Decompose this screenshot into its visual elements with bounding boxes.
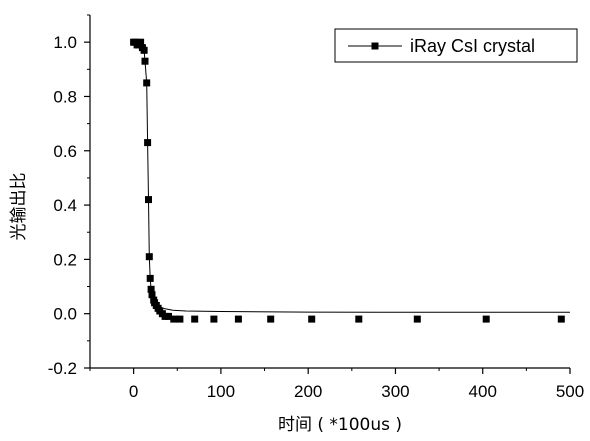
data-point <box>191 315 199 323</box>
x-tick-label: 0 <box>129 382 138 401</box>
data-point <box>147 285 155 293</box>
y-tick-label: 0.0 <box>53 305 77 324</box>
data-point <box>144 139 152 147</box>
x-tick-label: 200 <box>294 382 322 401</box>
data-point <box>145 253 153 261</box>
data-point <box>137 38 145 46</box>
y-tick-label: 0.8 <box>53 87 77 106</box>
x-tick-label: 300 <box>381 382 409 401</box>
x-tick-label: 500 <box>556 382 584 401</box>
ticks: 0 100 200 300 400 500 -0.2 0.0 0.2 0.4 0.6 0.8 1.0 <box>48 14 584 401</box>
data-point <box>140 46 148 54</box>
data-point <box>176 315 184 323</box>
legend: iRay CsI crystal <box>334 28 578 63</box>
x-axis-title: 时间 ( *100us ) <box>278 415 402 435</box>
data-point <box>165 312 172 320</box>
y-tick-label: 0.2 <box>53 250 77 269</box>
data-point <box>557 315 565 323</box>
axes <box>89 15 570 369</box>
data-point <box>308 315 316 323</box>
y-axis-title: 光输出比 <box>9 173 29 241</box>
legend-entry-label: iRay CsI crystal <box>410 36 535 56</box>
series-layer <box>130 38 570 323</box>
data-point <box>482 315 490 323</box>
y-tick-label: -0.2 <box>48 359 77 378</box>
series-line <box>133 41 570 313</box>
y-tick-label: 0.4 <box>53 196 77 215</box>
x-tick-label: 100 <box>207 382 235 401</box>
data-point <box>234 315 242 323</box>
y-tick-label: 1.0 <box>53 33 77 52</box>
data-point <box>141 57 149 65</box>
data-point <box>146 274 154 282</box>
data-point <box>143 79 151 87</box>
data-point <box>145 196 152 204</box>
legend-marker <box>371 42 379 50</box>
y-tick-label: 0.6 <box>53 142 77 161</box>
x-tick-label: 400 <box>469 382 497 401</box>
data-point <box>267 315 275 323</box>
data-point <box>413 315 421 323</box>
data-point <box>355 315 363 323</box>
data-point <box>210 315 218 323</box>
data-point <box>148 291 156 299</box>
data-point <box>170 315 178 323</box>
